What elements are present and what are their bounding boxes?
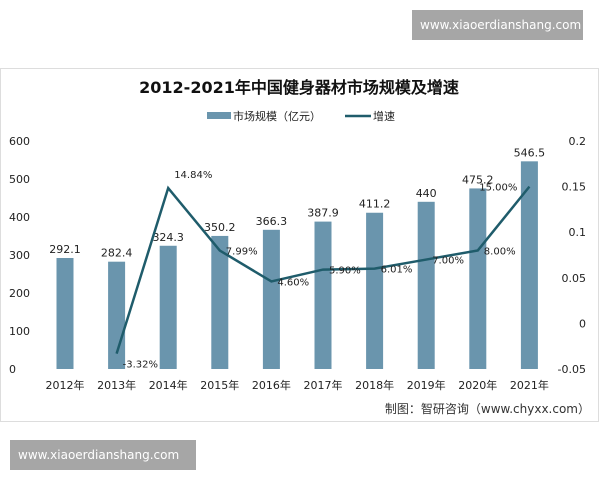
bar [56, 258, 74, 369]
bar-data-label: 411.2 [359, 198, 391, 211]
line-data-label: 4.60% [277, 277, 309, 288]
x-tick-label: 2021年 [510, 378, 549, 392]
y-tick-label: 0 [9, 363, 16, 376]
y2-tick-label: 0.05 [562, 272, 587, 285]
x-tick-label: 2014年 [149, 378, 188, 392]
source-text: 制图：智研咨询（www.chyxx.com） [384, 402, 590, 416]
line-data-label: 8.00% [484, 246, 516, 257]
y-tick-label: 500 [9, 173, 30, 186]
y-tick-label: 100 [9, 325, 30, 338]
bar [520, 161, 538, 369]
bar-data-label: 292.1 [49, 243, 81, 256]
bar-data-label: 282.4 [101, 247, 133, 260]
bar-data-label: 350.2 [204, 221, 236, 234]
x-tick-label: 2012年 [46, 378, 85, 392]
x-tick-label: 2016年 [252, 378, 291, 392]
legend-label-bar: 市场规模（亿元） [233, 109, 321, 123]
bar-data-label: 546.5 [514, 146, 546, 159]
bar-data-label: 440 [416, 187, 437, 200]
line-data-label: -3.32% [123, 360, 158, 371]
y-tick-label: 600 [9, 135, 30, 148]
x-tick-label: 2018年 [355, 378, 394, 392]
chart-title: 2012-2021年中国健身器材市场规模及增速 [139, 78, 459, 97]
growth-line [115, 185, 531, 355]
bar [469, 188, 487, 369]
y2-tick-label: 0.2 [569, 135, 587, 148]
line-data-label: 6.01% [381, 265, 413, 276]
y-tick-label: 200 [9, 287, 30, 300]
y2-tick-label: 0.1 [569, 226, 587, 239]
bar [314, 221, 332, 369]
x-tick-label: 2015年 [200, 378, 239, 392]
legend-label-line: 增速 [373, 109, 395, 123]
x-tick-label: 2013年 [97, 378, 136, 392]
y-tick-label: 400 [9, 211, 30, 224]
legend-swatch-bar [207, 112, 231, 119]
watermark-bottom: www.xiaoerdianshang.com [10, 440, 196, 470]
line-data-label: 14.84% [174, 170, 212, 181]
bar [262, 229, 280, 369]
line-data-label: 7.99% [226, 247, 258, 258]
bar [159, 245, 177, 369]
bar-data-label: 387.9 [307, 207, 339, 220]
watermark-top: www.xiaoerdianshang.com [412, 10, 583, 40]
bar-data-label: 366.3 [256, 215, 288, 228]
x-tick-label: 2017年 [304, 378, 343, 392]
chart-container: 2012-2021年中国健身器材市场规模及增速市场规模（亿元） 增速 0 100 200… [0, 68, 599, 422]
line-data-label: 5.90% [329, 266, 361, 277]
bar [417, 201, 435, 369]
bar-data-label: 324.3 [152, 231, 184, 244]
line-data-label: 15.00% [479, 183, 517, 194]
line-data-label: 7.00% [432, 256, 464, 267]
x-tick-label: 2019年 [407, 378, 446, 392]
y-tick-label: 300 [9, 249, 30, 262]
bar [366, 212, 384, 369]
y2-tick-label: -0.05 [558, 363, 586, 376]
y2-tick-label: 0.15 [562, 181, 587, 194]
bar-data-label: 475.2 [462, 173, 494, 186]
y2-tick-label: 0 [579, 317, 586, 330]
x-tick-label: 2020年 [458, 378, 497, 392]
bar [211, 235, 229, 369]
